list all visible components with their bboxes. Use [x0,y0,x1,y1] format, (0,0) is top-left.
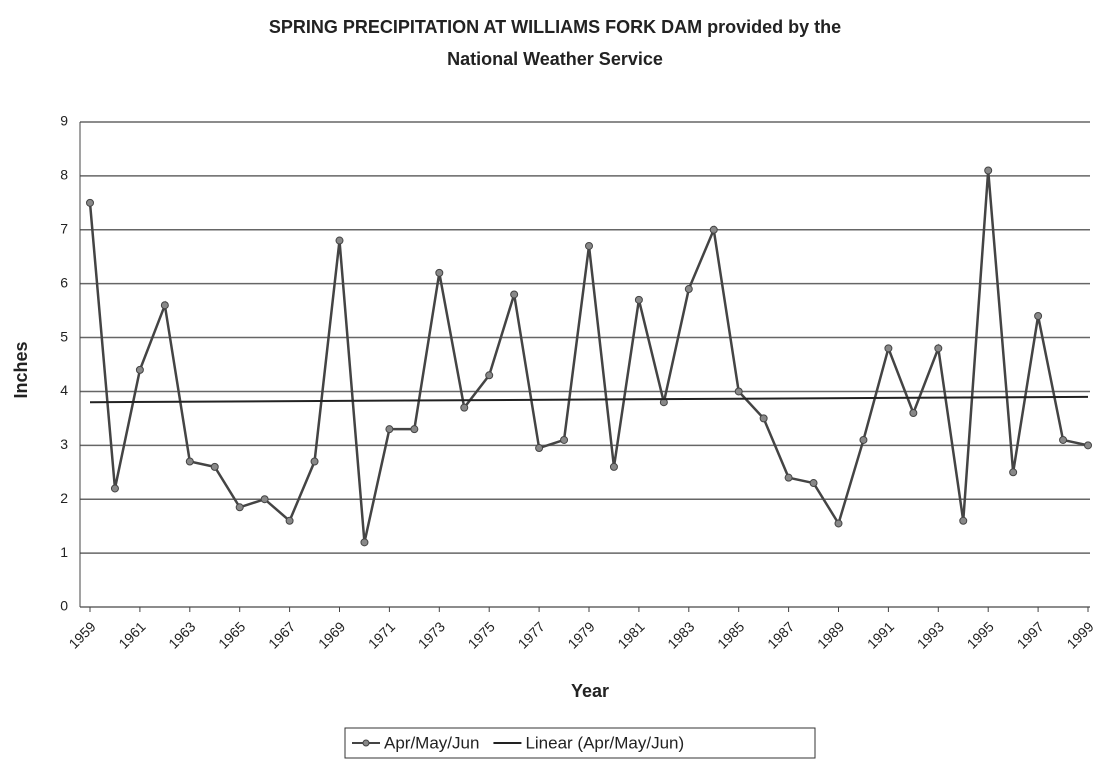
x-tick-label: 1967 [265,618,298,651]
x-tick-label: 1959 [65,618,98,651]
data-point [560,435,569,444]
data-point [310,457,319,466]
x-axis-label: Year [571,681,609,701]
x-tick-label: 1997 [1013,618,1046,651]
data-point [784,473,793,482]
data-point [684,285,693,294]
data-point [160,301,169,310]
data-point [709,225,718,234]
data-point [585,241,593,250]
chart-title: SPRING PRECIPITATION AT WILLIAMS FORK DA… [269,17,841,37]
legend-marker [362,739,370,747]
data-point [460,403,469,412]
x-tick-label: 1977 [514,618,547,651]
x-tick-label: 1961 [115,618,148,651]
data-point [1034,312,1043,320]
x-tick-label: 1963 [165,618,198,651]
data-point [809,479,818,488]
x-tick-label: 1995 [964,618,997,651]
data-point [934,344,943,353]
data-point [235,503,244,512]
y-tick-label: 9 [60,113,68,129]
data-point [485,371,494,380]
y-tick-label: 7 [60,220,68,236]
data-point [360,538,369,547]
trend-line [89,395,1089,404]
legend-box [344,727,816,759]
data-point [609,462,618,471]
x-tick-label: 1987 [764,618,797,651]
chart-subtitle: National Weather Service [447,49,663,69]
data-point [210,462,219,471]
x-tick-label: 1981 [614,618,647,651]
data-point [884,344,893,353]
legend-label: Linear (Apr/May/Jun) [525,733,684,752]
data-point [435,268,444,277]
y-tick-label: 5 [60,328,68,344]
data-point [859,435,868,444]
x-tick-label: 1999 [1063,618,1096,651]
data-line [88,170,1089,543]
data-point [759,414,768,423]
data-point [909,409,918,417]
x-tick-label: 1971 [365,618,398,651]
data-point [634,295,643,304]
data-point [510,290,519,299]
data-point [1009,468,1018,477]
data-point [285,516,294,525]
y-tick-label: 4 [60,382,68,398]
y-tick-label: 0 [60,598,68,614]
x-tick-label: 1973 [415,618,448,651]
data-point [410,425,419,434]
y-tick-label: 8 [60,167,68,183]
data-point [734,387,743,396]
data-point [260,495,269,504]
data-point [1059,435,1068,444]
data-point [135,365,144,374]
x-tick-label: 1969 [315,618,348,651]
data-point [185,457,194,466]
x-tick-label: 1991 [864,618,897,651]
y-tick-label: 1 [60,544,68,560]
y-tick-label: 6 [60,274,68,290]
data-point [834,519,843,528]
legend-label: Apr/May/Jun [384,733,479,752]
y-axis-label: Inches [11,341,31,398]
data-point [535,444,544,453]
x-tick-label: 1975 [465,618,498,651]
x-tick-label: 1965 [215,618,248,651]
x-tick-label: 1983 [664,618,697,651]
data-point [984,166,993,175]
x-tick-label: 1993 [914,618,947,651]
y-tick-label: 2 [60,490,68,506]
x-tick-label: 1989 [814,618,847,651]
data-point [335,236,344,245]
data-point [959,516,968,525]
x-tick-label: 1985 [714,618,747,651]
x-tick-label: 1979 [564,618,597,651]
data-point [385,425,394,434]
data-point [1084,441,1092,450]
y-tick-label: 3 [60,436,68,452]
data-point [110,484,119,493]
data-point [86,198,94,207]
